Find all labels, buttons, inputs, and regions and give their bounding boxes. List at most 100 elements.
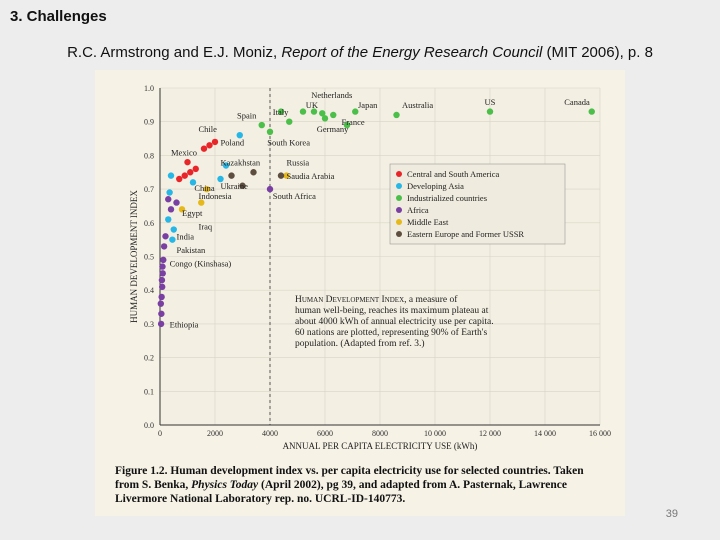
country-label: US [485,97,496,107]
x-tick-label: 16 000 [589,429,611,438]
x-tick-label: 12 000 [479,429,501,438]
y-tick-label: 0.9 [144,118,154,127]
legend-label: Africa [407,205,429,215]
x-tick-label: 10 000 [424,429,446,438]
data-point [169,236,176,243]
data-point [393,111,400,119]
citation-authors: R.C. Armstrong and E.J. Moniz, [67,44,278,61]
data-point [203,185,210,193]
country-label: Chile [199,124,218,134]
data-point [162,233,169,240]
data-point [286,118,293,125]
data-point [486,108,494,115]
description-line: about 4000 kWh of annual electricity use… [295,316,494,327]
legend-marker [396,207,402,213]
data-point [228,172,235,179]
data-point [158,293,165,301]
data-point [283,172,290,179]
country-label: Netherlands [311,90,352,100]
grid-lines [159,87,601,426]
y-tick-label: 0.5 [144,253,154,262]
data-point [319,110,326,117]
data-point [160,243,168,250]
description-line: human well-being, reaches its maximum pl… [295,306,489,316]
data-point [165,196,172,203]
citation-report-title: Report of the Energy Research Council [281,44,543,61]
data-point [250,169,257,176]
data-point [266,128,274,136]
x-tick-label: 2000 [207,429,223,438]
data-point [178,206,186,213]
data-point [258,121,265,129]
slide-title: 3. Challenges [10,8,107,25]
citation: R.C. Armstrong and E.J. Moniz, Report of… [0,44,720,61]
country-label: Pakistan [177,245,207,255]
legend-label: Industrialized countries [407,193,487,203]
data-point [352,108,359,115]
data-point [310,108,318,115]
x-axis-title: ANNUAL PER CAPITA ELECTRICITY USE (kWh) [283,441,478,451]
y-tick-label: 0.6 [144,219,154,228]
legend-marker [396,219,402,225]
country-label: Poland [221,137,245,147]
country-label: Mexico [171,147,197,157]
data-point [192,165,199,173]
data-point [200,145,208,152]
citation-source: (MIT 2006), p. 8 [546,44,653,61]
country-label: Australia [402,100,433,110]
data-point [181,172,188,179]
description-term: Human Development Index [295,295,404,305]
legend-label: Developing Asia [407,181,464,191]
data-point [222,162,230,169]
legend-label: Middle East [407,217,449,227]
x-tick-label: 4000 [262,429,278,438]
data-point [159,270,166,277]
hdi-scatter-chart: 0.0 0.1 0.2 0.3 0.4 0.5 0.6 0.7 0.8 0.9 1.0 0 2000 40… [129,84,611,451]
data-point [157,320,165,328]
data-point [266,185,274,193]
y-tick-label: 0.8 [144,151,154,160]
legend-label: Central and South America [407,169,500,179]
legend-box [389,163,566,245]
y-tick-label: 0.3 [144,320,154,329]
data-point [165,216,172,223]
data-point [170,226,177,233]
data-point [321,115,329,122]
country-label: Kazakhstan [221,158,261,168]
data-point [159,283,166,291]
description-line: population. (Adapted from ref. 3.) [295,338,425,349]
data-point [159,263,166,270]
data-point [167,206,175,213]
data-point [167,172,175,179]
data-point [198,199,205,206]
data-points [157,108,595,328]
figure-scan: 0.0 0.1 0.2 0.3 0.4 0.5 0.6 0.7 0.8 0.9 1.0 0 2000 40… [95,70,625,516]
legend-marker [396,171,402,177]
data-point [160,256,167,264]
y-tick-label: 0.7 [144,185,154,194]
caption-journal: Physics Today [191,479,259,491]
description-text: , a measure of [404,294,458,305]
data-point [176,175,183,183]
y-tick-label: 1.0 [144,84,154,93]
data-point [187,169,194,176]
data-point [239,182,246,189]
country-label: Congo (Kinshasa) [170,259,232,269]
country-label: Indonesia [199,191,232,201]
data-point [166,189,173,196]
data-point [236,131,243,139]
data-point [173,199,180,206]
data-point [158,276,166,284]
data-point [277,108,285,115]
data-point [299,108,307,115]
country-label: Russia [287,158,310,168]
data-point [217,175,224,183]
y-axis-title: HUMAN DEVELOPMENT INDEX [129,190,139,323]
country-label: Egypt [182,208,203,218]
y-tick-label: 0.0 [144,421,154,430]
caption-text-2: (April 2002), pg 39, and adapted from A.… [115,479,567,505]
legend-marker [396,195,402,201]
country-label: Iraq [199,222,213,232]
legend-marker [396,183,402,189]
country-label: Ukraine [221,181,249,191]
